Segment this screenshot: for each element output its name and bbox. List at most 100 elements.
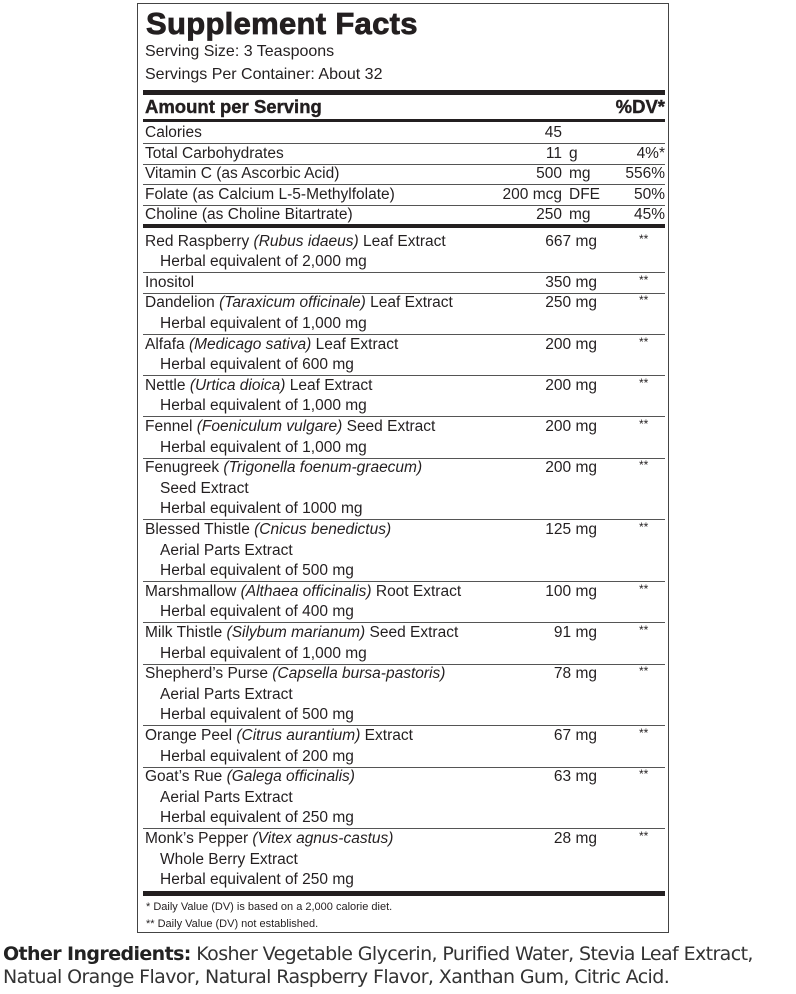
dv-header: %DV* [615,96,665,117]
ingredient-dv: ** [639,231,649,246]
ingredient-latin-name: (Silybum marianum) [226,623,366,641]
other-ingredients: Other Ingredients: Kosher Vegetable Glyc… [3,943,796,989]
amount-per-serving-label: Amount per Serving [145,96,322,117]
row-divider [143,375,665,377]
ingredient-amount: 250 mg [545,294,597,312]
ingredient-row: Milk Thistle (Silybum marianum) Seed Ext… [145,623,665,644]
ingredient-latin-name: (Taraxicum officinale) [219,294,366,312]
ingredient-part: Leaf Extract [358,232,446,250]
ingredient-common-name: Red Raspberry [145,232,254,250]
row-divider [143,292,665,294]
ingredient-subline: Whole Berry Extract [160,850,298,868]
row-divider [143,416,665,418]
ingredient-dv: ** [639,828,649,843]
ingredient-name: Alfafa (Medicago sativa) Leaf Extract [145,336,398,353]
ingredient-common-name: Dandelion [145,294,220,312]
ingredient-latin-name: (Galega officinalis) [226,768,355,786]
ingredient-subline: Aerial Parts Extract [160,541,293,559]
ingredient-dv: ** [639,581,649,596]
ingredient-amount: 200 mg [545,417,597,435]
divider-thick [143,90,665,95]
ingredient-dv: ** [639,622,649,637]
nutrient-name: Choline (as Choline Bitartrate) [145,206,353,224]
nutrient-name: Vitamin C (as Ascorbic Acid) [145,165,340,183]
nutrient-amount: 200 mcg [502,185,562,203]
ingredient-part: Root Extract [371,582,462,600]
nutrient-dv: 4%* [636,144,665,162]
supplement-facts-panel: Supplement Facts Serving Size: 3 Teaspoo… [137,3,669,933]
ingredient-subline: Aerial Parts Extract [160,685,293,703]
footnote-not-established: ** Daily Value (DV) not established. [146,918,319,930]
other-ingredients-text: Kosher Vegetable Glycerin, Purified Wate… [3,943,753,988]
nutrient-dv: 50% [633,185,665,203]
ingredient-row: Fennel (Foeniculum vulgare) Seed Extract… [145,417,665,438]
ingredient-subline: Herbal equivalent of 250 mg [160,809,354,827]
row-divider [143,334,665,335]
ingredient-dv: ** [639,664,649,679]
ingredient-name: Red Raspberry (Rubus idaeus) Leaf Extrac… [145,233,446,250]
nutrient-name: Total Carbohydrates [145,144,284,162]
nutrient-row: Vitamin C (as Ascorbic Acid) 500 mg 556% [145,164,665,185]
ingredient-subline: Herbal equivalent of 2,000 mg [160,253,367,271]
ingredient-name: Blessed Thistle (Cnicus benedictus) [145,521,391,538]
ingredient-part: Leaf Extract [311,335,399,353]
ingredient-dv: ** [639,458,649,473]
ingredient-row: Shepherd’s Purse (Capsella bursa-pastori… [145,664,665,685]
ingredient-common-name: Alfafa [145,335,189,353]
ingredient-row: Nettle (Urtica dioica) Leaf Extract 200 m… [145,376,665,397]
ingredient-latin-name: (Trigonella foenum-graecum) [223,459,423,477]
ingredient-common-name: Milk Thistle [145,623,227,641]
ingredient-row: Red Raspberry (Rubus idaeus) Leaf Extrac… [145,232,665,253]
ingredient-latin-name: (Medicago sativa) [188,335,312,353]
nutrient-amount: 11 [545,144,562,162]
ingredient-amount: 200 mg [545,335,597,353]
ingredient-latin-name: (Foeniculum vulgare) [196,417,343,435]
ingredient-name: Milk Thistle (Silybum marianum) Seed Ext… [145,624,458,641]
ingredient-dv: ** [639,416,649,431]
ingredient-latin-name: (Urtica dioica) [189,376,286,394]
ingredient-latin-name: (Althaea officinalis) [240,582,372,600]
ingredient-row: Marshmallow (Althaea officinalis) Root E… [145,582,665,603]
ingredient-part: Leaf Extract [285,376,373,394]
ingredient-amount: 67 mg [553,726,597,744]
ingredient-name: Dandelion (Taraxicum officinale) Leaf Ex… [145,294,453,311]
ingredient-subline: Herbal equivalent of 500 mg [160,706,354,724]
ingredient-amount: 125 mg [545,520,597,538]
ingredient-amount: 78 mg [553,665,597,683]
row-divider [143,163,665,165]
servings-per-container: Servings Per Container: About 32 [145,66,383,83]
nutrient-row: Calories 45 [145,123,665,144]
ingredient-latin-name: (Cnicus benedictus) [254,520,392,538]
nutrient-dv: 45% [633,206,665,224]
nutrient-amount: 45 [544,124,562,141]
ingredient-name: Fenugreek (Trigonella foenum-graecum) [145,459,422,476]
ingredient-amount: 667 mg [545,232,597,250]
ingredient-common-name: Monk’s Pepper [145,829,253,847]
ingredient-name: Goat’s Rue (Galega officinalis) [145,768,355,785]
ingredient-dv: ** [639,293,649,308]
ingredient-dv: ** [639,334,649,349]
ingredient-dv: ** [639,272,649,287]
ingredient-common-name: Orange Peel [145,726,237,744]
divider-thick [143,891,665,896]
nutrient-name: Calories [145,124,202,141]
ingredient-dv: ** [639,767,649,782]
nutrient-row: Folate (as Calcium L-5-Methylfolate) 200 … [145,185,665,206]
nutrient-row: Total Carbohydrates 11 g 4%* [145,144,665,165]
nutrient-unit: DFE [569,185,600,203]
ingredient-subline: Herbal equivalent of 200 mg [160,747,354,765]
ingredient-dv: ** [639,375,649,390]
row-divider [143,663,665,665]
ingredient-name: Monk’s Pepper (Vitex agnus-castus) [145,830,393,847]
ingredient-name: Inositol [145,274,194,291]
row-divider [143,622,665,624]
ingredient-latin-name: (Citrus aurantium) [236,726,361,744]
ingredient-subline: Seed Extract [160,479,249,497]
row-divider [143,143,665,144]
ingredient-subline: Herbal equivalent of 400 mg [160,603,354,621]
ingredient-subline: Herbal equivalent of 1,000 mg [160,438,367,456]
row-divider [143,828,665,830]
footnote-dv: * Daily Value (DV) is based on a 2,000 c… [146,901,393,913]
ingredient-amount: 200 mg [545,376,597,394]
ingredient-row: Fenugreek (Trigonella foenum-graecum) 200… [145,458,665,479]
